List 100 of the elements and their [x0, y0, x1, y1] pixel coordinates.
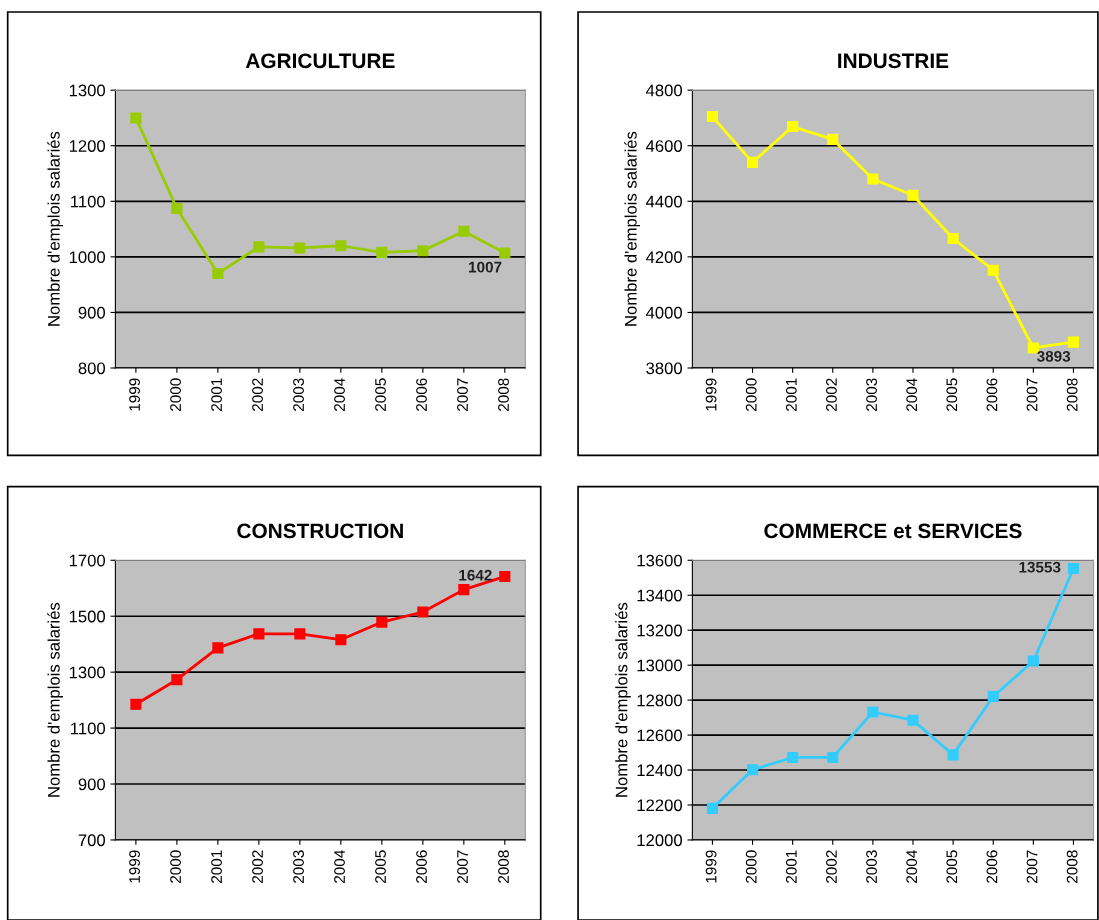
x-tick-label: 2007 — [457, 850, 468, 883]
point — [335, 240, 347, 252]
x-tick-label: 2003 — [866, 850, 877, 883]
point — [130, 112, 142, 124]
point — [947, 232, 959, 245]
x-tick-label: 2005 — [946, 378, 958, 411]
point — [1027, 655, 1039, 667]
y-tick-label: 1100 — [71, 195, 106, 208]
x-tick-label: 2000 — [170, 378, 181, 411]
x-tick-label: 2008 — [498, 378, 509, 411]
y-tick-label: 800 — [78, 362, 106, 375]
x-tick-label: 2004 — [906, 378, 918, 411]
x-tick-label: 2007 — [1026, 378, 1038, 411]
y-tick-label: 1100 — [71, 722, 106, 735]
point — [706, 802, 718, 814]
y-tick-label: 12800 — [637, 694, 682, 707]
y-axis-title: Nombre d'emplois salariés — [624, 131, 641, 326]
x-tick-label: 2008 — [498, 850, 509, 883]
chart-title: AGRICULTURE — [245, 53, 395, 69]
y-axis-title: Nombre d'emplois salariés — [47, 602, 64, 797]
point — [867, 706, 879, 718]
y-tick-label: 4000 — [645, 306, 682, 319]
point — [907, 714, 919, 726]
x-tick-label: 2005 — [375, 850, 386, 883]
point — [212, 642, 224, 654]
x-tick-label: 2001 — [211, 850, 222, 883]
y-tick-label: 4600 — [645, 140, 682, 152]
y-tick-label: 13000 — [637, 659, 682, 672]
point — [458, 584, 470, 596]
y-tick-label: 13600 — [637, 554, 682, 567]
point — [253, 628, 265, 640]
point — [130, 698, 142, 710]
point — [987, 264, 999, 276]
x-tick-label: 2002 — [826, 850, 837, 883]
x-tick-label: 1999 — [129, 850, 140, 883]
data-label: 3893 — [1037, 350, 1071, 362]
chart-title: COMMERCE et SERVICES — [764, 523, 1022, 539]
data-label: 1642 — [459, 569, 492, 581]
x-tick-label: 2004 — [906, 850, 918, 883]
x-tick-label: 2008 — [1066, 850, 1078, 883]
x-tick-label: 2006 — [986, 378, 998, 411]
point — [706, 110, 718, 123]
y-tick-label: 13200 — [637, 624, 682, 637]
point — [417, 245, 429, 257]
y-tick-label: 4800 — [645, 84, 682, 97]
y-tick-label: 3800 — [646, 362, 682, 375]
y-axis-title: Nombre d'emplois salariés — [615, 602, 631, 797]
y-tick-label: 12000 — [637, 834, 682, 847]
point — [947, 749, 959, 761]
x-tick-label: 2001 — [211, 378, 222, 411]
y-tick-label: 700 — [78, 834, 106, 847]
point — [253, 241, 265, 253]
point — [1027, 342, 1039, 354]
chart-title: INDUSTRIE — [838, 53, 949, 69]
x-tick-label: 2008 — [1066, 378, 1078, 411]
point — [212, 267, 224, 280]
point — [458, 225, 470, 237]
point — [499, 247, 511, 259]
x-tick-label: 2004 — [334, 850, 345, 883]
y-axis-title: Nombre d'emplois salariés — [47, 131, 64, 326]
y-tick-label: 12400 — [637, 764, 682, 777]
point — [867, 173, 879, 185]
y-tick-label: 4200 — [645, 251, 682, 264]
point — [171, 202, 183, 215]
x-tick-label: 2004 — [334, 378, 345, 411]
point — [746, 764, 759, 776]
point — [294, 628, 306, 640]
y-tick-label: 4400 — [645, 195, 682, 208]
x-tick-label: 2003 — [293, 850, 304, 883]
x-tick-label: 2005 — [946, 850, 958, 883]
point — [376, 246, 388, 258]
x-tick-label: 2002 — [826, 378, 837, 411]
y-tick-label: 1200 — [69, 140, 106, 152]
x-tick-label: 2007 — [457, 378, 468, 411]
y-tick-label: 1300 — [69, 666, 106, 679]
x-tick-label: 2000 — [745, 378, 757, 411]
point — [294, 242, 306, 254]
x-tick-label: 2003 — [293, 378, 304, 411]
x-tick-label: 2006 — [416, 850, 427, 883]
y-tick-label: 12200 — [637, 799, 682, 812]
x-tick-label: 1999 — [705, 850, 717, 883]
y-tick-label: 12600 — [637, 729, 682, 742]
chart-title: CONSTRUCTION — [237, 523, 403, 539]
y-tick-label: 900 — [78, 306, 106, 319]
point — [499, 570, 511, 583]
point — [787, 121, 799, 133]
data-label: 1007 — [469, 261, 502, 273]
y-tick-label: 1700 — [69, 554, 106, 567]
point — [335, 634, 347, 646]
y-tick-label: 13400 — [637, 589, 682, 602]
point — [827, 133, 839, 145]
point — [787, 751, 799, 764]
x-tick-label: 2006 — [986, 850, 998, 883]
point — [376, 616, 388, 628]
point — [746, 156, 759, 168]
point — [171, 674, 183, 686]
x-tick-label: 2005 — [375, 378, 386, 411]
y-tick-label: 1500 — [69, 610, 106, 623]
y-tick-label: 1300 — [69, 84, 106, 97]
point — [987, 690, 999, 703]
